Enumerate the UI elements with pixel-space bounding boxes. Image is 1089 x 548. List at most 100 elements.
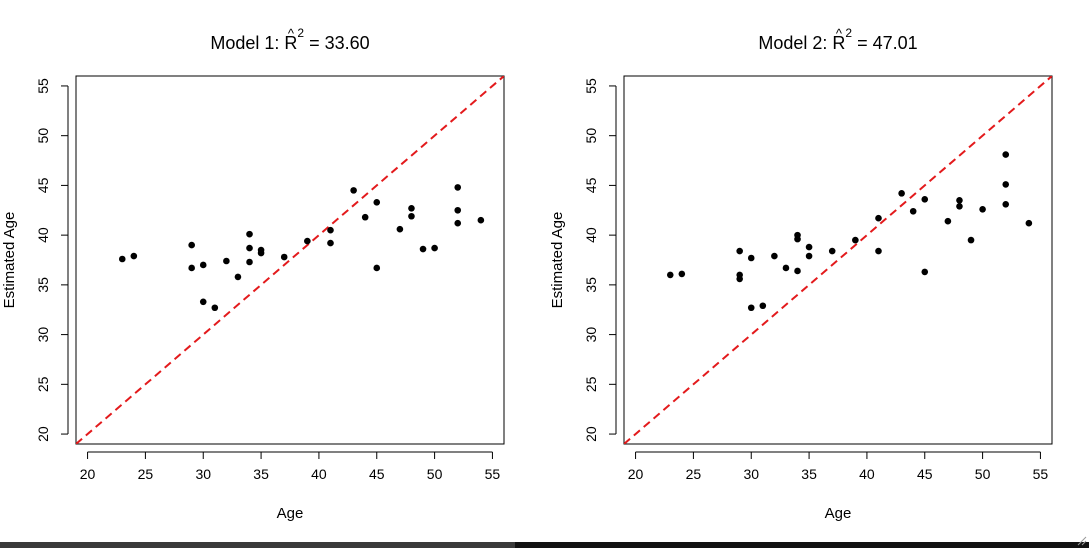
x-tick-label: 45: [917, 466, 933, 482]
y-tick-label: 50: [583, 128, 599, 144]
data-point: [223, 257, 230, 265]
title-prefix: Model 1:: [210, 33, 284, 53]
data-point: [956, 202, 963, 210]
title-superscript: 2: [297, 26, 304, 40]
data-point: [875, 214, 882, 222]
x-tick-label: 50: [975, 466, 991, 482]
identity-line: [624, 76, 1052, 444]
y-tick-label: 50: [35, 128, 51, 144]
y-axis-label: Estimated Age: [1, 212, 18, 309]
data-point: [408, 204, 415, 212]
x-tick-label: 55: [1033, 466, 1049, 482]
data-point: [736, 275, 743, 283]
data-point: [828, 247, 836, 255]
data-point: [921, 268, 929, 276]
x-tick-label: 35: [801, 466, 817, 482]
chart-title: Model 2: R2 = 47.01: [758, 26, 917, 53]
panel-model-2: 20 25 30 35 40 45 50 55 20 25 30 35 40 45 50 55 Age Estim…: [549, 26, 1053, 522]
data-point: [747, 304, 755, 312]
data-point: [909, 207, 917, 215]
data-point: [666, 271, 674, 279]
identity-line: [76, 76, 504, 444]
data-point: [1025, 219, 1033, 227]
data-point: [199, 298, 207, 306]
x-axis-label: Age: [825, 505, 852, 522]
x-tick-label: 20: [628, 466, 644, 482]
x-tick-label: 50: [427, 466, 443, 482]
y-tick-label: 45: [35, 177, 51, 193]
x-axis-label: Age: [277, 505, 304, 522]
title-suffix: = 47.01: [852, 33, 918, 53]
data-point: [1002, 201, 1010, 208]
data-point: [188, 241, 195, 249]
data-point: [771, 252, 778, 260]
data-point: [350, 187, 357, 194]
data-point: [747, 254, 755, 262]
data-point: [944, 217, 952, 225]
data-point: [280, 253, 288, 261]
data-point: [454, 206, 462, 214]
data-point: [454, 219, 462, 227]
data-point: [736, 247, 743, 255]
title-prefix: Model 2:: [758, 33, 832, 53]
data-point: [1002, 181, 1010, 188]
x-tick-label: 30: [743, 466, 759, 482]
data-point: [956, 197, 963, 204]
data-point: [373, 199, 381, 206]
data-point: [898, 190, 905, 197]
y-tick-label: 35: [35, 277, 51, 293]
data-point: [794, 235, 801, 243]
data-point: [477, 216, 485, 224]
x-tick-label: 30: [195, 466, 211, 482]
x-tick-label: 35: [253, 466, 269, 482]
data-point: [852, 236, 859, 244]
data-point: [246, 244, 253, 252]
bottom-edge-segment-right: [515, 542, 1089, 548]
data-point: [246, 230, 253, 238]
x-tick-label: 45: [369, 466, 385, 482]
resize-grip-icon[interactable]: [1077, 536, 1087, 546]
title-suffix: = 33.60: [304, 33, 370, 53]
plot-frame: [75, 75, 505, 445]
y-tick-label: 30: [583, 327, 599, 343]
title-hat: ^: [288, 26, 295, 41]
y-tick-label: 55: [35, 78, 51, 94]
y-tick-label: 20: [35, 426, 51, 442]
y-tick-label: 25: [35, 376, 51, 392]
x-tick-label: 20: [80, 466, 96, 482]
x-tick-label: 25: [138, 466, 154, 482]
title-symbol: R: [832, 33, 845, 53]
data-point: [211, 304, 219, 312]
data-point: [361, 213, 369, 221]
x-tick-label: 40: [859, 466, 875, 482]
data-point: [188, 264, 195, 272]
data-point: [759, 302, 767, 310]
title-superscript: 2: [845, 26, 852, 40]
data-point: [246, 258, 253, 266]
data-point: [431, 244, 438, 252]
data-point: [327, 226, 334, 234]
data-point: [678, 270, 686, 278]
y-tick-label: 20: [583, 426, 599, 442]
x-tick-label: 40: [311, 466, 327, 482]
y-tick-label: 55: [583, 78, 599, 94]
data-point: [234, 273, 242, 281]
y-tick-label: 35: [583, 277, 599, 293]
data-point: [373, 264, 381, 272]
y-tick-label: 30: [35, 327, 51, 343]
chart-title: Model 1: R2 = 33.60: [210, 26, 369, 53]
window-bottom-edge: [0, 542, 1089, 548]
data-point: [794, 267, 801, 275]
title-symbol: R: [284, 33, 297, 53]
plot-frame: [623, 75, 1053, 445]
data-point: [419, 245, 427, 253]
data-point: [979, 205, 986, 213]
data-point: [921, 196, 929, 203]
data-point: [454, 184, 462, 191]
x-tick-label: 25: [686, 466, 702, 482]
x-tick-label: 55: [485, 466, 501, 482]
data-point: [257, 249, 265, 257]
data-point: [130, 252, 138, 260]
y-axis-label: Estimated Age: [549, 212, 566, 309]
